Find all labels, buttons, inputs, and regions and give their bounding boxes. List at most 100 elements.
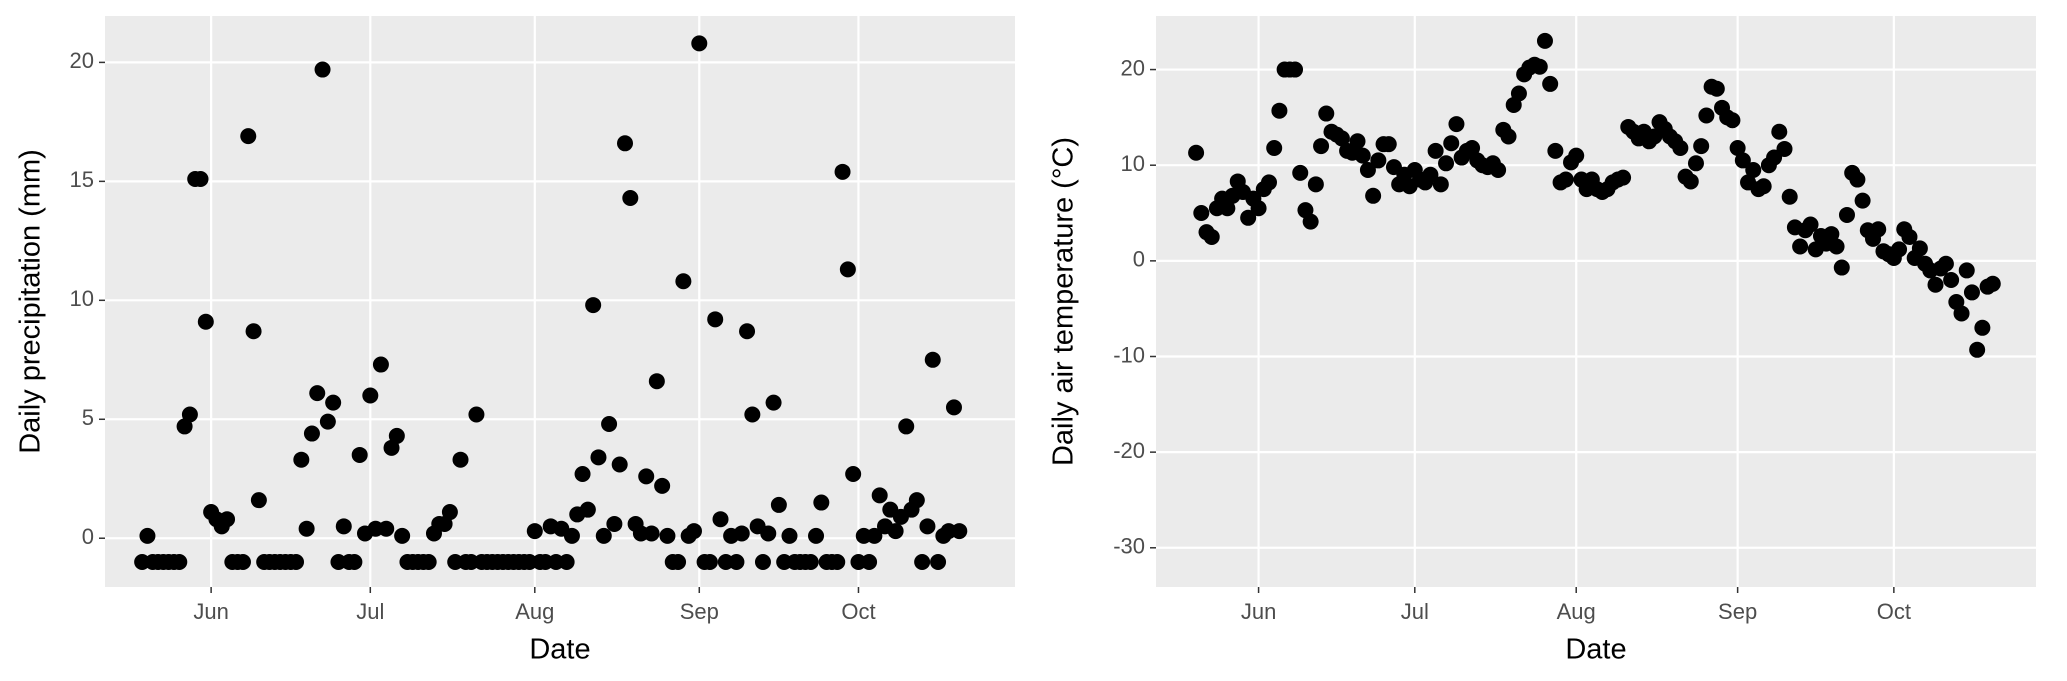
point (1792, 238, 1809, 255)
point (1438, 155, 1455, 172)
point (1307, 176, 1324, 193)
y-tick-label: -10 (1113, 342, 1145, 367)
point (1802, 216, 1819, 233)
point (526, 523, 543, 540)
point (1854, 192, 1871, 209)
point (585, 297, 602, 314)
point (1568, 147, 1585, 164)
point (1359, 161, 1376, 178)
panel: 0 5 10 15 20 Jun Jul Aug Sep Oct Date Daily precipi… (15, 16, 1015, 666)
point (1911, 240, 1928, 257)
point (309, 385, 326, 402)
point (1250, 200, 1267, 217)
point (670, 554, 687, 571)
point (1734, 152, 1751, 169)
point (951, 523, 968, 540)
point (1370, 152, 1387, 169)
y-tick-label: 0 (1133, 247, 1145, 272)
point (813, 494, 830, 511)
x-tick-label: Jun (193, 599, 228, 624)
point (845, 465, 862, 482)
point (691, 35, 708, 52)
point (574, 465, 591, 482)
point (372, 356, 389, 373)
point (1287, 61, 1304, 78)
point (139, 527, 156, 544)
point (420, 554, 437, 571)
point (733, 525, 750, 542)
point (1838, 206, 1855, 223)
point (1870, 221, 1887, 238)
point (303, 425, 320, 442)
y-axis-title: Daily precipitation (mm) (15, 149, 47, 454)
point (181, 406, 198, 423)
point (606, 515, 623, 532)
point (1755, 178, 1772, 195)
point (1984, 275, 2001, 292)
point (558, 554, 575, 571)
point (739, 323, 756, 340)
y-tick-label: 15 (70, 167, 94, 192)
y-tick-label: -30 (1113, 534, 1145, 559)
point (1432, 176, 1449, 193)
point (834, 163, 851, 180)
point (1693, 138, 1710, 155)
point (1833, 259, 1850, 276)
point (1354, 147, 1371, 164)
point (770, 496, 787, 513)
point (601, 416, 618, 433)
point (1672, 139, 1689, 156)
point (945, 399, 962, 416)
point (754, 554, 771, 571)
point (240, 128, 257, 145)
point (1698, 107, 1715, 124)
x-tick-label: Aug (1557, 599, 1596, 624)
point (898, 418, 915, 435)
point (468, 406, 485, 423)
point (1188, 144, 1205, 161)
point (659, 527, 676, 544)
point (288, 554, 305, 571)
point (919, 518, 936, 535)
y-tick-label: 10 (70, 286, 94, 311)
point (1687, 155, 1704, 172)
point (1557, 171, 1574, 188)
point (1708, 80, 1725, 97)
y-tick-label: 20 (1121, 55, 1145, 80)
point (1724, 112, 1741, 129)
point (1193, 205, 1210, 222)
x-axis-title: Date (529, 634, 590, 666)
point (1380, 136, 1397, 153)
point (1542, 75, 1559, 92)
point (866, 527, 883, 544)
point (1531, 58, 1548, 75)
point (871, 487, 888, 504)
y-tick-label: -20 (1113, 438, 1145, 463)
x-tick-label: Oct (841, 599, 875, 624)
point (1349, 133, 1366, 150)
point (654, 477, 671, 494)
point (1266, 139, 1283, 156)
point (595, 527, 612, 544)
point (808, 527, 825, 544)
point (930, 554, 947, 571)
y-tick-label: 20 (70, 48, 94, 73)
point (219, 511, 236, 528)
point (1943, 271, 1960, 288)
point (563, 527, 580, 544)
point (744, 406, 761, 423)
point (250, 492, 267, 509)
point (1937, 255, 1954, 272)
point (1302, 213, 1319, 230)
point (436, 515, 453, 532)
point (802, 554, 819, 571)
point (1901, 228, 1918, 245)
y-axis-title: Daily air temperature (°C) (1048, 137, 1080, 466)
point (1318, 105, 1335, 122)
point (781, 527, 798, 544)
point (611, 456, 628, 473)
point (707, 311, 724, 328)
point (441, 504, 458, 521)
point (245, 323, 262, 340)
point (675, 273, 692, 290)
